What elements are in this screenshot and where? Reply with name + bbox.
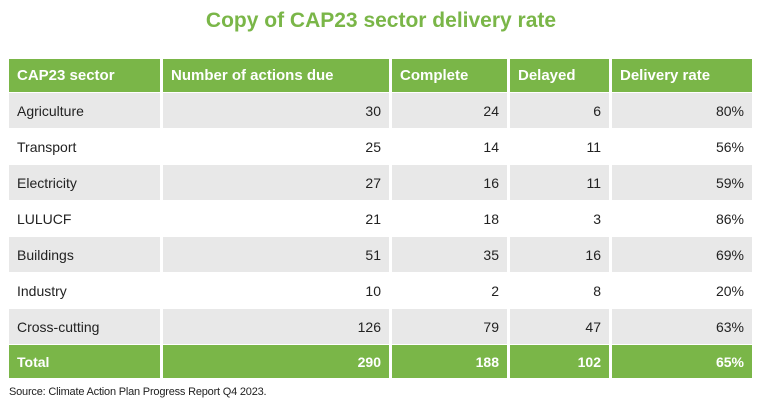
cell-actions-due: 27 [163, 164, 392, 200]
cell-complete: 79 [392, 308, 510, 344]
cell-sector: Transport [9, 128, 163, 164]
cell-delivery-rate: 59% [612, 164, 752, 200]
cell-actions-due: 21 [163, 200, 392, 236]
total-delayed: 102 [510, 344, 612, 378]
cell-delivery-rate: 63% [612, 308, 752, 344]
cell-sector: Industry [9, 272, 163, 308]
table-header-row: CAP23 sector Number of actions due Compl… [9, 59, 752, 92]
total-label: Total [9, 344, 163, 378]
source-note: Source: Climate Action Plan Progress Rep… [9, 386, 267, 398]
cell-actions-due: 10 [163, 272, 392, 308]
cell-sector: Cross-cutting [9, 308, 163, 344]
cell-delayed: 6 [510, 92, 612, 128]
cell-actions-due: 51 [163, 236, 392, 272]
table-row: Agriculture 30 24 6 80% [9, 92, 752, 128]
cell-complete: 18 [392, 200, 510, 236]
delivery-rate-table: CAP23 sector Number of actions due Compl… [9, 59, 752, 378]
table-row: Cross-cutting 126 79 47 63% [9, 308, 752, 344]
table-row: Transport 25 14 11 56% [9, 128, 752, 164]
header-complete: Complete [392, 59, 510, 92]
cell-sector: Agriculture [9, 92, 163, 128]
cell-delayed: 16 [510, 236, 612, 272]
table-row: Electricity 27 16 11 59% [9, 164, 752, 200]
cell-sector: Buildings [9, 236, 163, 272]
cell-complete: 14 [392, 128, 510, 164]
header-sector: CAP23 sector [9, 59, 163, 92]
cell-actions-due: 30 [163, 92, 392, 128]
cell-delayed: 3 [510, 200, 612, 236]
total-complete: 188 [392, 344, 510, 378]
header-actions-due: Number of actions due [163, 59, 392, 92]
table-row: LULUCF 21 18 3 86% [9, 200, 752, 236]
cell-delivery-rate: 80% [612, 92, 752, 128]
cell-delivery-rate: 56% [612, 128, 752, 164]
total-delivery-rate: 65% [612, 344, 752, 378]
cell-complete: 16 [392, 164, 510, 200]
header-delivery-rate: Delivery rate [612, 59, 752, 92]
table-total-row: Total 290 188 102 65% [9, 344, 752, 378]
table-row: Buildings 51 35 16 69% [9, 236, 752, 272]
page-title: Copy of CAP23 sector delivery rate [205, 9, 557, 32]
cell-sector: LULUCF [9, 200, 163, 236]
cell-delivery-rate: 20% [612, 272, 752, 308]
cell-delayed: 8 [510, 272, 612, 308]
cell-actions-due: 126 [163, 308, 392, 344]
cell-delayed: 11 [510, 128, 612, 164]
cell-complete: 35 [392, 236, 510, 272]
total-actions-due: 290 [163, 344, 392, 378]
cell-actions-due: 25 [163, 128, 392, 164]
header-delayed: Delayed [510, 59, 612, 92]
cell-delivery-rate: 69% [612, 236, 752, 272]
table-row: Industry 10 2 8 20% [9, 272, 752, 308]
cell-complete: 2 [392, 272, 510, 308]
cell-delivery-rate: 86% [612, 200, 752, 236]
cell-sector: Electricity [9, 164, 163, 200]
cell-delayed: 11 [510, 164, 612, 200]
cell-delayed: 47 [510, 308, 612, 344]
cell-complete: 24 [392, 92, 510, 128]
